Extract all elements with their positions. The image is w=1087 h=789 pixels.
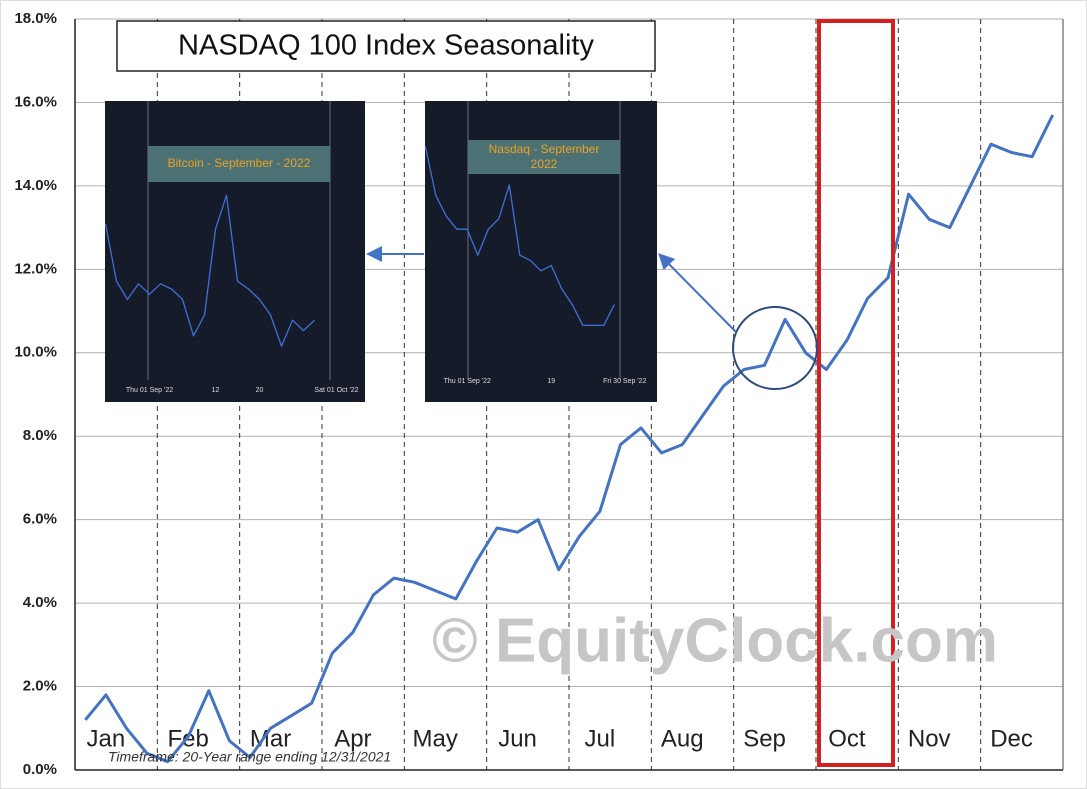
x-tick-label: Sat 01 Oct '22 (314, 387, 358, 394)
grid: 0.0% 2.0% 4.0% 6.0% 8.0% 10.0% 12.0% 14.0% 16.0%… (14, 10, 1064, 778)
x-tick-label: Jun (498, 725, 537, 752)
x-tick-label: Oct (828, 725, 866, 752)
x-tick-label: 20 (256, 387, 264, 394)
x-tick-label: 12 (212, 387, 220, 394)
y-tick-label: 6.0% (23, 511, 57, 528)
y-tick-label: 16.0% (14, 93, 57, 110)
data-line (424, 145, 615, 327)
inset-title-wrap: Nasdaq - September 2022 (468, 140, 620, 174)
x-tick-label: Thu 01 Sep '22 (126, 387, 173, 394)
x-tick-label: 19 (547, 378, 555, 385)
y-tick-label: 2.0% (23, 678, 57, 695)
y-tick-label: 4.0% (23, 594, 57, 611)
footnote: Timeframe: 20-Year range ending 12/31/20… (108, 749, 391, 765)
x-tick-label: Fri 30 Sep '22 (603, 378, 646, 385)
y-tick-label: 12.0% (14, 260, 57, 277)
x-tick-label: Dec (990, 725, 1033, 752)
inset-title: Nasdaq - September 2022 (468, 140, 620, 174)
x-tick-label: Nov (908, 725, 951, 752)
x-tick-label: Apr (334, 725, 371, 752)
chart-title: NASDAQ 100 Index Seasonality (178, 30, 594, 62)
x-tick-label: Thu 01 Sep '22 (444, 378, 491, 385)
x-tick-label: May (413, 725, 458, 752)
y-tick-label: 10.0% (14, 344, 57, 361)
x-tick-label: Jul (585, 725, 616, 752)
insets: Thu 01 Sep '22 12 20 Sat 01 Oct '22 Thu 01 S… (104, 145, 647, 394)
watermark: © EquityClock.com (432, 606, 998, 675)
y-tick-label: 18.0% (14, 10, 57, 27)
x-tick-label: Sep (743, 725, 786, 752)
arrow (658, 253, 737, 333)
data-line (104, 194, 315, 347)
x-tick-label: Aug (661, 725, 704, 752)
october-highlight (817, 19, 895, 767)
y-tick-label: 14.0% (14, 177, 57, 194)
title-box (116, 20, 656, 72)
x-tick-label: Jan (87, 725, 126, 752)
highlight-circle (732, 306, 818, 390)
y-tick-label: 8.0% (23, 427, 57, 444)
inset-title: Bitcoin - September - 2022 (168, 156, 311, 170)
y-tick-label: 0.0% (23, 761, 57, 778)
inset-title-box (148, 146, 330, 182)
